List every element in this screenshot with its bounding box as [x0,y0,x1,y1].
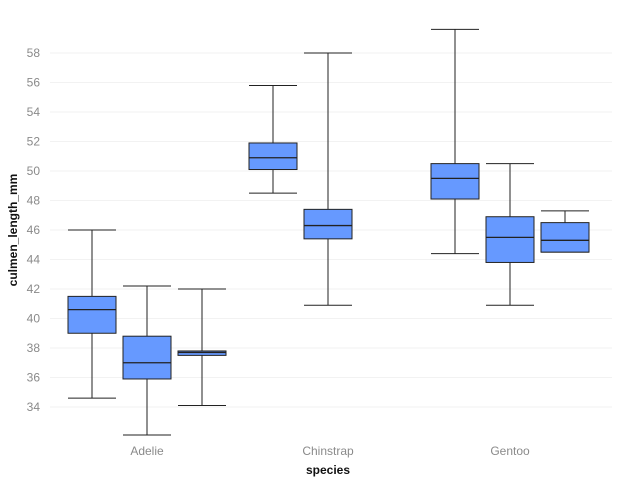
y-tick-label: 46 [27,223,41,237]
y-tick-label: 42 [27,282,41,296]
box-plot [303,52,353,306]
box-plot [540,210,590,253]
iqr-box [430,163,480,200]
x-tick-label: Adelie [130,444,164,458]
box-plot [177,288,227,407]
iqr-box [248,142,298,171]
y-axis-title: culmen_length_mm [6,174,20,287]
box-plot [430,28,480,255]
box-plot [122,285,172,436]
box-plot [248,84,298,194]
iqr-box [303,208,353,240]
iqr-box [485,216,535,263]
iqr-box [177,350,227,356]
x-tick-label: Gentoo [490,444,530,458]
y-tick-label: 34 [27,400,41,414]
boxes [67,28,590,436]
y-axis-ticks: 34 36 38 40 42 44 46 48 50 52 54 56 58 [27,46,41,414]
box-group-chinstrap [248,52,353,306]
box-group-gentoo [430,28,590,306]
y-tick-label: 50 [27,164,41,178]
y-tick-label: 56 [27,76,41,90]
box-group-adelie [67,229,227,436]
y-tick-label: 38 [27,341,41,355]
y-tick-label: 52 [27,135,41,149]
box-plot [67,229,117,399]
x-axis-ticks: Adelie Chinstrap Gentoo [130,444,530,458]
y-tick-label: 54 [27,105,41,119]
x-axis-title: species [306,463,350,477]
y-tick-label: 48 [27,194,41,208]
box-plot [485,163,535,306]
iqr-box [540,222,590,253]
y-tick-label: 44 [27,253,41,267]
y-tick-label: 40 [27,312,41,326]
y-tick-label: 36 [27,371,41,385]
iqr-box [67,295,117,334]
x-tick-label: Chinstrap [302,444,354,458]
iqr-box [122,335,172,380]
y-tick-label: 58 [27,46,41,60]
